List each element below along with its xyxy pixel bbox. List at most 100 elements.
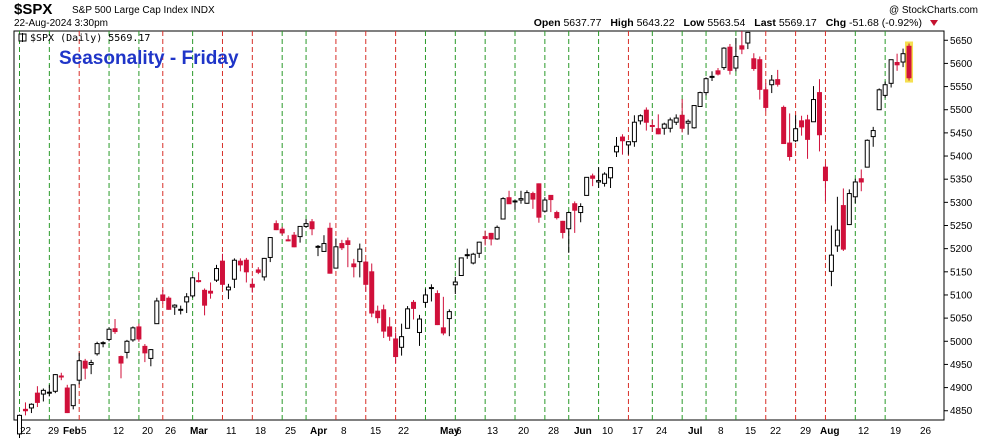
candle xyxy=(273,220,279,231)
candle xyxy=(333,238,339,269)
candle xyxy=(64,384,70,414)
candle xyxy=(560,220,566,239)
x-tick-label: 22 xyxy=(770,426,782,437)
x-tick-label: 13 xyxy=(487,426,499,437)
candle-body-up xyxy=(464,254,470,257)
candle xyxy=(58,372,64,381)
y-tick-label: 4900 xyxy=(950,383,973,394)
candle xyxy=(387,317,393,341)
candle xyxy=(261,257,267,281)
candle-body-down xyxy=(285,239,291,242)
candle xyxy=(297,225,303,243)
candle-body-down xyxy=(219,260,225,285)
legend-label: $SPX (Daily) 5569.17 xyxy=(30,33,150,44)
candle xyxy=(506,190,512,205)
chg-label: Chg xyxy=(825,17,847,29)
candle xyxy=(148,349,154,367)
candle-body-up xyxy=(876,89,882,111)
candle-body-down xyxy=(82,360,88,369)
candle-body-down xyxy=(643,109,649,123)
candle xyxy=(649,119,655,132)
candle xyxy=(655,114,661,135)
candle-body-down xyxy=(208,290,214,294)
candle xyxy=(88,359,94,375)
candle-body-up xyxy=(321,243,327,252)
candle xyxy=(422,288,428,308)
x-tick-label: 17 xyxy=(632,426,644,437)
candle-body-down xyxy=(160,294,166,302)
candle xyxy=(34,386,40,408)
candle-body-up xyxy=(566,212,572,230)
candle-body-down xyxy=(327,227,333,274)
candle xyxy=(751,53,757,71)
candle-body-down xyxy=(775,79,781,85)
candle xyxy=(524,190,530,204)
open-label: Open xyxy=(533,17,561,29)
candle xyxy=(840,188,846,251)
candle xyxy=(763,83,769,112)
candle xyxy=(393,332,399,364)
x-tick-label: Mar xyxy=(190,426,208,437)
x-tick-label: 19 xyxy=(890,426,902,437)
candle-body-up xyxy=(614,145,619,153)
candle-body-down xyxy=(249,283,255,288)
candle xyxy=(225,283,231,300)
candle-body-down xyxy=(799,120,805,128)
candle-body-up xyxy=(94,343,100,355)
candle-body-up xyxy=(900,53,906,63)
candle xyxy=(834,196,840,252)
candle-body-up xyxy=(231,259,237,280)
candle xyxy=(793,115,799,143)
candle-body-down xyxy=(560,220,566,233)
candle xyxy=(279,226,285,236)
candle-body-down xyxy=(345,240,351,245)
candle xyxy=(303,219,309,228)
candle xyxy=(679,99,685,133)
candle xyxy=(106,327,112,342)
candle xyxy=(799,115,805,136)
candle-body-up xyxy=(769,79,775,86)
candle xyxy=(267,237,273,263)
candle-body-up xyxy=(811,99,817,123)
candle xyxy=(309,219,315,236)
y-tick-label: 4950 xyxy=(950,360,973,371)
x-tick-label: 22 xyxy=(398,426,410,437)
candle xyxy=(888,59,894,88)
candle xyxy=(434,290,440,326)
candle xyxy=(178,305,184,315)
candle-body-down xyxy=(840,205,846,250)
candle-body-up xyxy=(846,193,852,226)
symbol-name: S&P 500 Large Cap Index INDX xyxy=(72,5,215,16)
candle xyxy=(811,86,817,123)
candle-body-up xyxy=(303,223,309,227)
candle xyxy=(363,260,369,292)
candle-body-up xyxy=(28,403,34,409)
candle xyxy=(805,114,811,159)
y-tick-label: 5350 xyxy=(950,175,973,186)
candle-body-up xyxy=(667,119,673,129)
y-axis: 4850 4900 4950 5000 5050 5100 5150 5200 5250 5300… xyxy=(944,36,973,417)
candle-body-down xyxy=(291,234,297,248)
candle-body-up xyxy=(602,173,608,184)
candle xyxy=(882,81,888,98)
candle-body-down xyxy=(655,128,661,135)
candle-body-down xyxy=(816,92,822,136)
candle-body-up xyxy=(793,128,799,142)
candle xyxy=(691,105,697,129)
candle xyxy=(739,31,745,55)
candle xyxy=(219,253,225,288)
x-tick-label: 12 xyxy=(113,426,125,437)
candle-body-down xyxy=(590,175,596,179)
x-tick-label: 20 xyxy=(142,426,154,437)
candle xyxy=(112,319,118,334)
candle-body-up xyxy=(172,304,178,308)
candle xyxy=(452,276,458,295)
candle xyxy=(17,414,22,438)
chg-value: -51.68 (-0.92%) xyxy=(849,17,922,29)
candle-body-down xyxy=(482,236,488,239)
candle xyxy=(321,235,327,252)
x-tick-label: 15 xyxy=(745,426,757,437)
candle-body-down xyxy=(781,106,787,145)
candle xyxy=(399,323,405,356)
